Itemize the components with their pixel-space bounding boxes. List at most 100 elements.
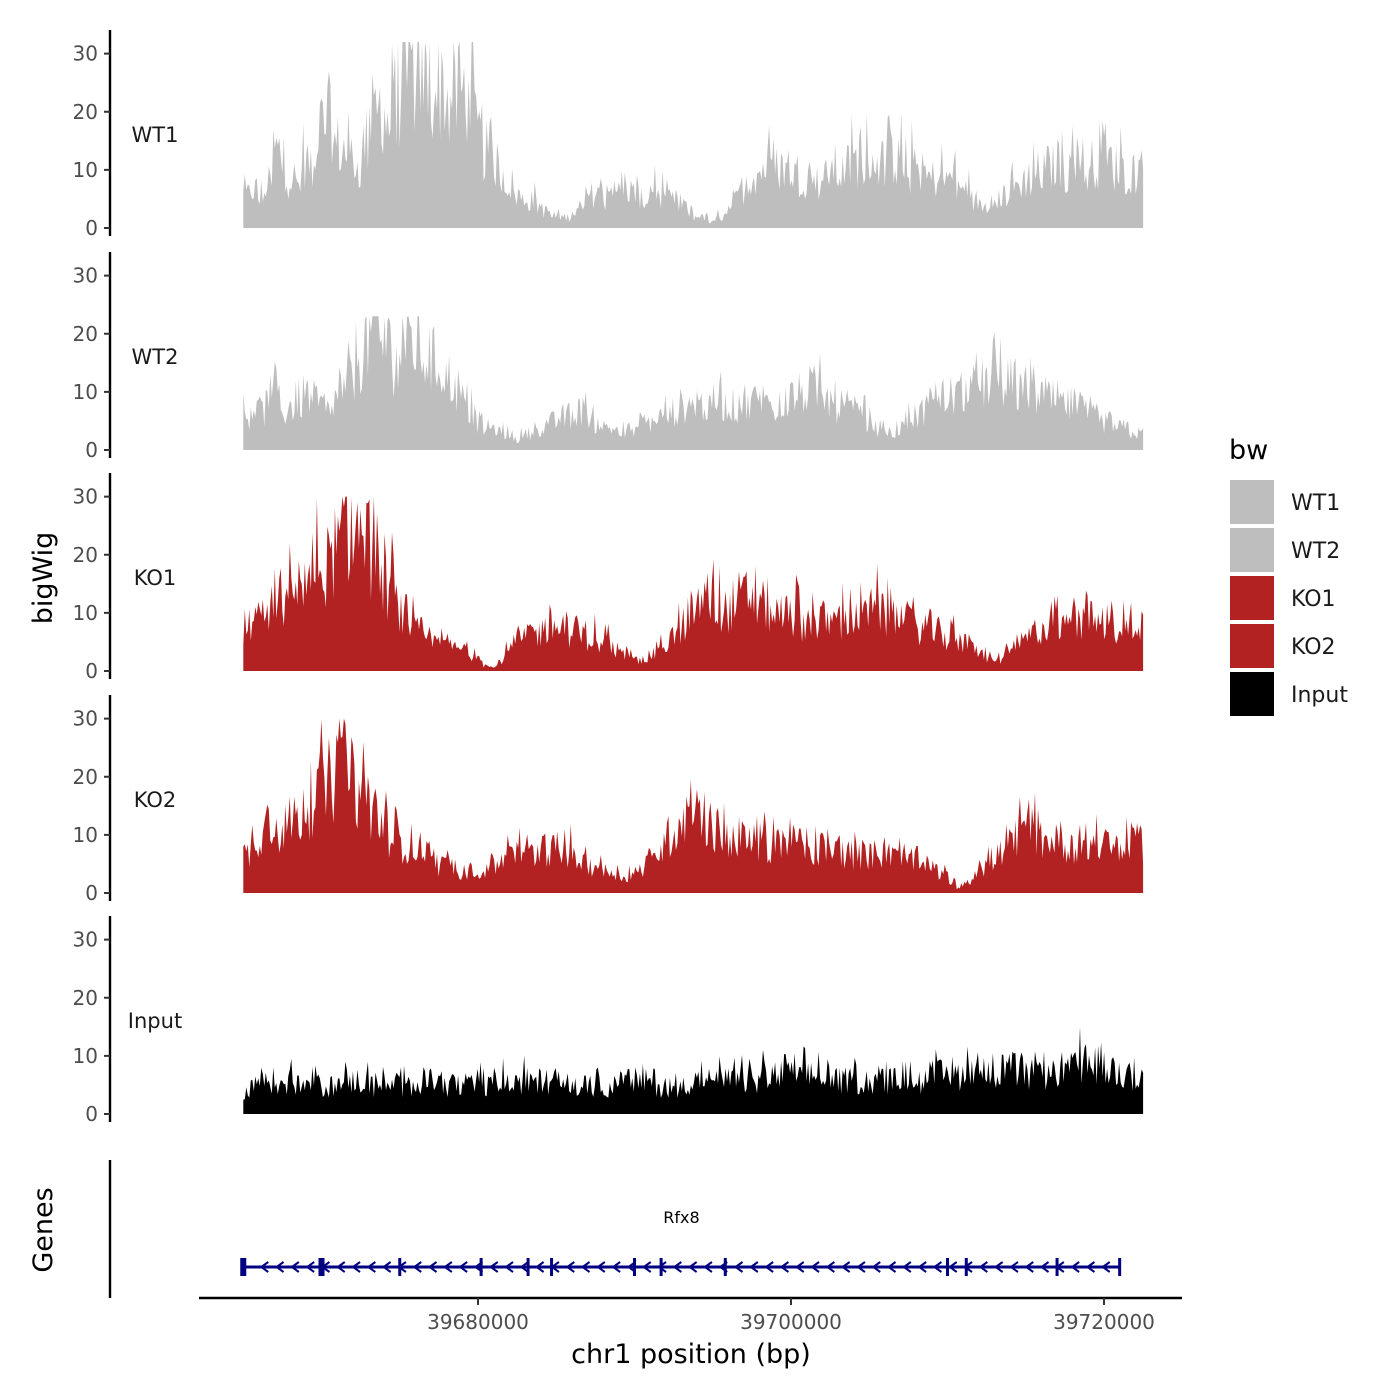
y-tick-label: 10 <box>73 380 98 404</box>
strand-arrow <box>274 1261 285 1273</box>
strand-arrow <box>1039 1261 1050 1273</box>
strand-arrow <box>902 1261 912 1273</box>
y-tick-label: 30 <box>73 42 98 66</box>
exon <box>318 1258 325 1276</box>
strand-arrow <box>733 1261 744 1273</box>
strand-arrow <box>672 1261 682 1273</box>
legend-label-ko1: KO1 <box>1291 587 1336 612</box>
x-tick-label: 39720000 <box>1053 1310 1155 1334</box>
strand-arrow <box>642 1261 652 1273</box>
exon <box>479 1258 483 1276</box>
legend-label-wt1: WT1 <box>1291 491 1340 516</box>
strand-arrow <box>840 1261 851 1273</box>
strand-arrow <box>749 1261 759 1273</box>
legend-key-input <box>1230 672 1274 716</box>
strand-arrow <box>1009 1261 1019 1273</box>
legend-label-input: Input <box>1291 683 1348 708</box>
y-tick-label: 10 <box>73 601 98 625</box>
y-tick-label: 30 <box>73 485 98 509</box>
y-tick-label: 30 <box>73 928 98 952</box>
strand-arrow <box>795 1261 805 1273</box>
signal-area-ko1 <box>243 496 1144 671</box>
strand-arrow <box>886 1261 897 1273</box>
x-axis: 39680000 39700000 39720000 <box>199 1296 1182 1334</box>
strand-arrow <box>1101 1261 1111 1273</box>
strand-arrow <box>443 1261 453 1273</box>
gene-track: Rfx8 <box>108 1160 1122 1298</box>
y-tick-label: 0 <box>85 216 98 240</box>
track-label: KO1 <box>134 566 177 590</box>
y-tick-label: 10 <box>73 1044 98 1068</box>
strand-arrow <box>381 1261 392 1273</box>
strand-arrow <box>336 1261 346 1273</box>
strand-arrow <box>351 1261 361 1273</box>
strand-arrow <box>427 1261 438 1273</box>
exon <box>633 1258 636 1276</box>
y-tick-label: 10 <box>73 823 98 847</box>
y-tick-label: 30 <box>73 264 98 288</box>
signal-area-wt1 <box>243 42 1144 228</box>
exon <box>526 1258 530 1276</box>
strand-arrow <box>596 1261 606 1273</box>
strand-arrow <box>458 1261 468 1273</box>
signal-area-input <box>243 1026 1144 1114</box>
track-label: WT1 <box>132 123 179 147</box>
strand-arrow <box>687 1261 698 1273</box>
exon <box>398 1258 402 1276</box>
strand-arrow <box>1085 1261 1096 1273</box>
y-tick-label: 20 <box>73 765 98 789</box>
strand-arrow <box>917 1261 927 1273</box>
legend-key-ko2 <box>1230 624 1274 668</box>
strand-arrow <box>810 1261 820 1273</box>
strand-arrow <box>993 1261 1004 1273</box>
strand-arrow <box>856 1261 866 1273</box>
signal-area-wt2 <box>243 316 1144 450</box>
strand-arrow <box>565 1261 575 1273</box>
signal-area-ko2 <box>243 718 1144 893</box>
y-tick-label: 20 <box>73 322 98 346</box>
signal-tracks: 0 10 20 30 WT1 0 10 20 30 WT2 0 10 20 30 KO1 0 10 20 30 KO2… <box>73 30 1144 1126</box>
strand-arrow <box>825 1261 835 1273</box>
track-label: Input <box>128 1009 182 1033</box>
strand-arrow <box>657 1261 667 1273</box>
gene-name-label: Rfx8 <box>663 1208 699 1227</box>
x-tick-label: 39700000 <box>740 1310 842 1334</box>
y-tick-label: 0 <box>85 881 98 905</box>
strand-arrow <box>305 1261 315 1273</box>
strand-arrow <box>366 1261 376 1273</box>
strand-arrow <box>412 1261 422 1273</box>
exon <box>1055 1258 1059 1276</box>
strand-arrow <box>611 1261 621 1273</box>
y-tick-label: 0 <box>85 1102 98 1126</box>
legend-label-wt2: WT2 <box>1291 539 1340 564</box>
exon <box>240 1258 247 1276</box>
y-tick-label: 0 <box>85 438 98 462</box>
exon <box>1118 1258 1122 1276</box>
track-label: WT2 <box>132 345 179 369</box>
exon <box>946 1258 949 1276</box>
y-tick-label: 20 <box>73 100 98 124</box>
strand-arrow <box>504 1261 514 1273</box>
x-tick-label: 39680000 <box>427 1310 529 1334</box>
strand-arrow <box>290 1261 300 1273</box>
strand-arrow <box>764 1261 774 1273</box>
track-label: KO2 <box>134 788 177 812</box>
strand-arrow <box>932 1261 943 1273</box>
x-axis-title: chr1 position (bp) <box>571 1339 811 1370</box>
strand-arrow <box>948 1261 958 1273</box>
legend-title: bw <box>1229 435 1268 466</box>
y-tick-label: 30 <box>73 707 98 731</box>
legend-key-ko1 <box>1230 576 1274 620</box>
strand-arrow <box>871 1261 881 1273</box>
gene-track-title: Genes <box>28 1187 59 1272</box>
strand-arrow <box>703 1261 713 1273</box>
exon <box>723 1258 727 1276</box>
legend-key-wt1 <box>1230 480 1274 524</box>
legend-label-ko2: KO2 <box>1291 635 1336 660</box>
y-tick-label: 20 <box>73 986 98 1010</box>
strand-arrow <box>489 1261 499 1273</box>
legend: bw WT1 WT2 KO1 KO2 Input <box>1229 435 1348 716</box>
strand-arrow <box>534 1261 545 1273</box>
exon <box>659 1258 663 1276</box>
